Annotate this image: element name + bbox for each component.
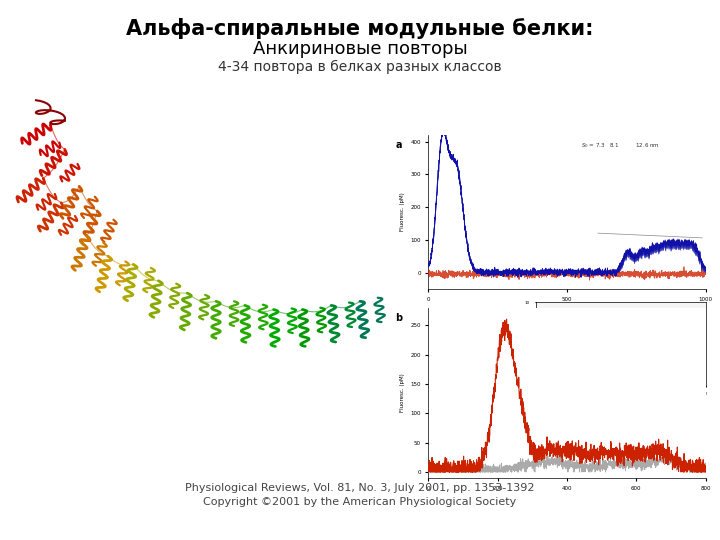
Y-axis label: Fluoresc. (pM): Fluoresc. (pM): [400, 374, 405, 412]
Ellipse shape: [618, 348, 642, 357]
Ellipse shape: [550, 348, 574, 357]
Ellipse shape: [618, 327, 642, 336]
Text: Альфа-спиральные модульные белки:: Альфа-спиральные модульные белки:: [126, 18, 594, 39]
Ellipse shape: [550, 369, 574, 378]
Text: Анкириновые повторы: Анкириновые повторы: [253, 40, 467, 58]
Text: 4-34 повтора в белках разных классов: 4-34 повтора в белках разных классов: [218, 60, 502, 74]
Text: b: b: [395, 313, 402, 323]
Text: a: a: [395, 140, 402, 150]
Text: Physiological Reviews, Vol. 81, No. 3, July 2001, pp. 1353-1392: Physiological Reviews, Vol. 81, No. 3, J…: [185, 483, 535, 493]
Ellipse shape: [550, 311, 574, 319]
Ellipse shape: [550, 327, 574, 336]
Ellipse shape: [584, 348, 608, 357]
Text: $S_0$ = 7.3   8.1          12.6 nm: $S_0$ = 7.3 8.1 12.6 nm: [581, 141, 660, 150]
Ellipse shape: [584, 311, 608, 319]
Y-axis label: Fluoresc. (pM): Fluoresc. (pM): [400, 193, 405, 231]
Ellipse shape: [618, 311, 642, 319]
Ellipse shape: [584, 327, 608, 336]
Ellipse shape: [618, 369, 642, 378]
Ellipse shape: [584, 369, 608, 378]
Text: Copyright ©2001 by the American Physiological Society: Copyright ©2001 by the American Physiolo…: [203, 497, 517, 507]
